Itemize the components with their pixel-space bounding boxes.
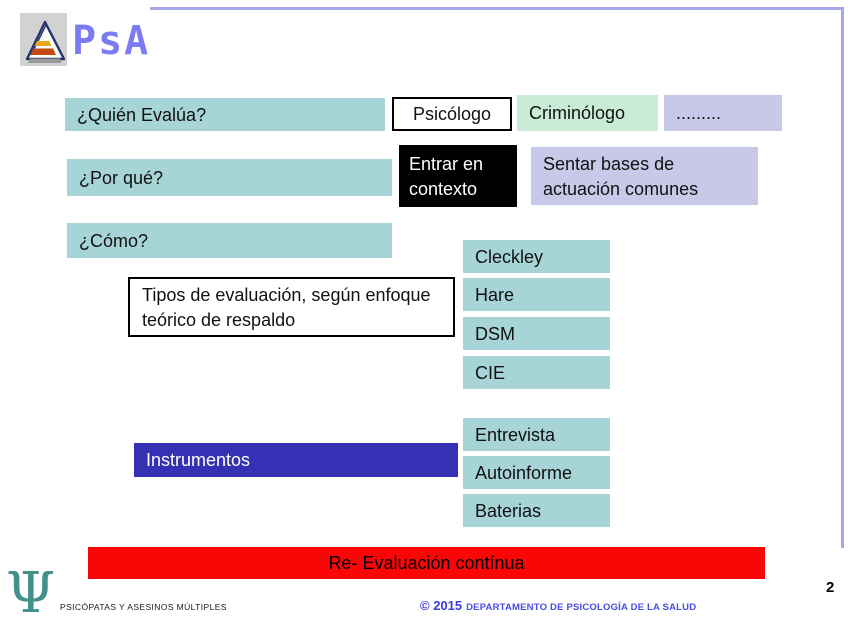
evaluator-label: Psicólogo (412, 104, 492, 124)
enfoque-label: Cleckley (475, 246, 544, 267)
instrumentos-label: Instrumentos (146, 450, 251, 470)
footer-course-title: PSICÓPATAS Y ASESINOS MÚLTIPLES (60, 602, 227, 612)
copyright-department: DEPARTAMENTO DE PSICOLOGÍA DE LA SALUD (466, 602, 697, 613)
instrumento-box-entrevista: Entrevista (463, 418, 610, 451)
question-label: ¿Quién Evalúa? (77, 104, 207, 125)
page-number: 2 (826, 579, 835, 596)
psi-symbol-icon: Ψ (6, 561, 56, 626)
instrumento-label: Entrevista (475, 424, 556, 445)
instrumento-box-autoinforme: Autoinforme (463, 456, 610, 489)
evaluator-box-psicologo: Psicólogo (392, 97, 512, 131)
enfoque-box-dsm: DSM (463, 317, 610, 350)
evaluator-label: ......... (676, 103, 722, 123)
enfoque-label: CIE (475, 362, 506, 383)
why-label: Entrar en contexto (409, 154, 484, 199)
enfoque-label: Hare (475, 284, 515, 305)
university-triangle-logo-icon (20, 13, 67, 66)
footer-copyright: © 2015 DEPARTAMENTO DE PSICOLOGÍA DE LA … (420, 598, 696, 613)
question-label: ¿Por qué? (79, 167, 164, 188)
instrumento-label: Baterias (475, 500, 542, 521)
copyright-year: © 2015 (420, 598, 463, 613)
question-box-como: ¿Cómo? (67, 223, 392, 258)
instrumento-label: Autoinforme (475, 462, 573, 483)
why-label: Sentar bases de actuación comunes (543, 154, 699, 199)
instrumento-box-baterias: Baterias (463, 494, 610, 527)
question-box-por-que: ¿Por qué? (67, 159, 392, 196)
enfoque-box-hare: Hare (463, 278, 610, 311)
question-label: ¿Cómo? (79, 230, 149, 251)
brand-text: PsA (72, 18, 151, 64)
tipos-evaluacion-label: Tipos de evaluación, según enfoque teóri… (142, 285, 431, 330)
evaluator-label: Criminólogo (529, 103, 626, 123)
enfoque-label: DSM (475, 323, 515, 344)
why-box-entrar-en-contexto: Entrar en contexto (399, 145, 517, 207)
evaluator-box-criminologo: Criminólogo (517, 95, 658, 131)
evaluator-box-others: ......... (664, 95, 782, 131)
why-box-sentar-bases: Sentar bases de actuación comunes (531, 147, 758, 205)
tipos-evaluacion-box: Tipos de evaluación, según enfoque teóri… (128, 277, 455, 337)
re-evaluacion-banner: Re- Evaluación contínua (88, 547, 765, 579)
instrumentos-box: Instrumentos (134, 443, 458, 477)
enfoque-box-cie: CIE (463, 356, 610, 389)
question-box-quien-evalua: ¿Quién Evalúa? (65, 98, 385, 131)
right-divider-line (841, 7, 844, 548)
re-evaluacion-label: Re- Evaluación contínua (328, 553, 525, 573)
top-divider-line (150, 7, 843, 10)
enfoque-box-cleckley: Cleckley (463, 240, 610, 273)
